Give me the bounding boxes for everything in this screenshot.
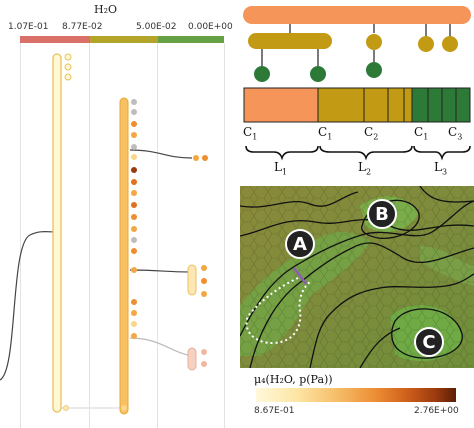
group-brace (319, 145, 413, 161)
tick-label-2: 8.77E-02 (62, 22, 103, 32)
leaf-label: C1 (318, 125, 333, 142)
connector-curve (129, 149, 193, 159)
colorbar-min: 8.67E-01 (254, 406, 295, 416)
tree-node (418, 36, 434, 52)
cluster-tree (243, 6, 471, 161)
member-dots (131, 99, 137, 339)
svg-text:C: C (422, 332, 435, 353)
marker-c[interactable]: C (413, 326, 445, 358)
column-divider (89, 43, 90, 428)
colorbar-gradient (256, 388, 456, 402)
colorbar-max: 2.76E+00 (414, 406, 459, 416)
group-label: L1 (274, 160, 288, 177)
contour-lines (240, 186, 474, 368)
marker-a[interactable]: A (284, 228, 316, 260)
connector-curve (129, 269, 193, 273)
tree-leaf (254, 66, 270, 82)
left-panel: H₂O 1.07E-01 8.77E-02 5.00E-02 0.00E+00 (0, 3, 233, 428)
tick-label-1: 1.07E-01 (8, 22, 49, 32)
map-panel: A B C (240, 186, 474, 368)
root-node (243, 6, 471, 24)
range-band-red (20, 36, 90, 43)
range-band-olive (90, 36, 158, 43)
ensemble-graph (0, 53, 208, 415)
svg-text:A: A (293, 234, 307, 255)
column-divider (157, 43, 158, 428)
colorbar-title: μ₄(H₂O, p(Pa)) (254, 373, 333, 386)
column-divider (20, 43, 21, 428)
group-brace (245, 145, 319, 161)
left-panel-title: H₂O (94, 3, 118, 16)
connector-curve (0, 231, 57, 381)
tick-label-4: 0.00E+00 (188, 22, 233, 32)
group-brace (413, 145, 471, 161)
tick-label-3: 5.00E-02 (136, 22, 177, 32)
column-divider (224, 43, 225, 428)
svg-text:B: B (375, 204, 389, 225)
tree-node (366, 34, 382, 50)
tree-node (442, 36, 458, 52)
range-band-green (158, 36, 224, 43)
tree-leaf (310, 66, 326, 82)
leaf-label: C1 (243, 125, 258, 142)
tree-node (248, 33, 332, 49)
trajectory-path (245, 277, 311, 345)
marker-b[interactable]: B (366, 198, 398, 230)
connector-curve (129, 337, 193, 357)
group-label: L3 (434, 160, 448, 177)
tree-leaf (366, 62, 382, 78)
leaf-label: C1 (414, 125, 429, 142)
tree-panel: C1 C1 C2 C1 C3 L1 L2 L3 (240, 0, 474, 186)
cluster-bar-secondary (119, 97, 129, 415)
leaf-label: C2 (364, 125, 379, 142)
group-label: L2 (358, 160, 372, 177)
colorbar-panel: μ₄(H₂O, p(Pa)) 8.67E-01 2.76E+00 (240, 368, 474, 428)
cluster-bar-main (52, 53, 62, 413)
leaf-label: C3 (448, 125, 463, 142)
